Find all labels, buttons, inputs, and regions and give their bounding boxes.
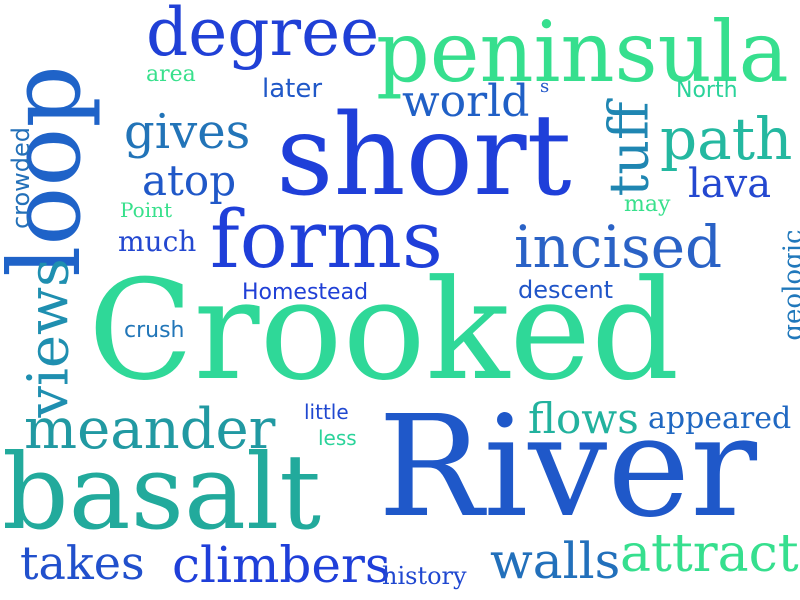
- word-tuff: tuff: [597, 101, 661, 197]
- word-flows: flows: [528, 394, 639, 443]
- word-degree: degree: [146, 0, 380, 71]
- word-forms: forms: [210, 193, 443, 286]
- word-geologic: geologic: [778, 229, 800, 341]
- word-north: North: [676, 78, 738, 103]
- word-appeared: appeared: [648, 401, 792, 436]
- word-point: Point: [120, 198, 173, 222]
- word-later: later: [262, 74, 323, 104]
- word-world: world: [402, 76, 530, 127]
- word-crowded: crowded: [7, 126, 36, 230]
- word-attract: attract: [620, 524, 799, 584]
- word-incised: incised: [514, 213, 723, 281]
- word-walls: walls: [490, 532, 621, 590]
- word-area: area: [146, 62, 196, 87]
- word-basalt: basalt: [2, 431, 322, 553]
- word-homestead: Homestead: [242, 280, 369, 305]
- word-river: River: [378, 386, 758, 549]
- word-short: short: [276, 91, 572, 221]
- word-meander: meander: [24, 397, 276, 462]
- word-less: less: [318, 426, 357, 450]
- word-atop: atop: [142, 156, 237, 205]
- word-crush: crush: [124, 318, 185, 343]
- word-lava: lava: [688, 161, 772, 207]
- word-much: much: [118, 225, 197, 258]
- word-climbers: climbers: [172, 536, 391, 594]
- word-gives: gives: [124, 104, 251, 160]
- word-history: history: [382, 562, 467, 590]
- word-crooked: Crooked: [88, 250, 680, 411]
- word-path: path: [660, 105, 793, 173]
- word-little: little: [304, 400, 349, 424]
- word-peninsula: peninsula: [376, 3, 789, 101]
- word-takes: takes: [20, 536, 145, 590]
- word-s: s: [540, 76, 550, 97]
- word-descent: descent: [518, 276, 614, 304]
- word-views: views: [16, 258, 82, 418]
- word-may: may: [624, 192, 671, 217]
